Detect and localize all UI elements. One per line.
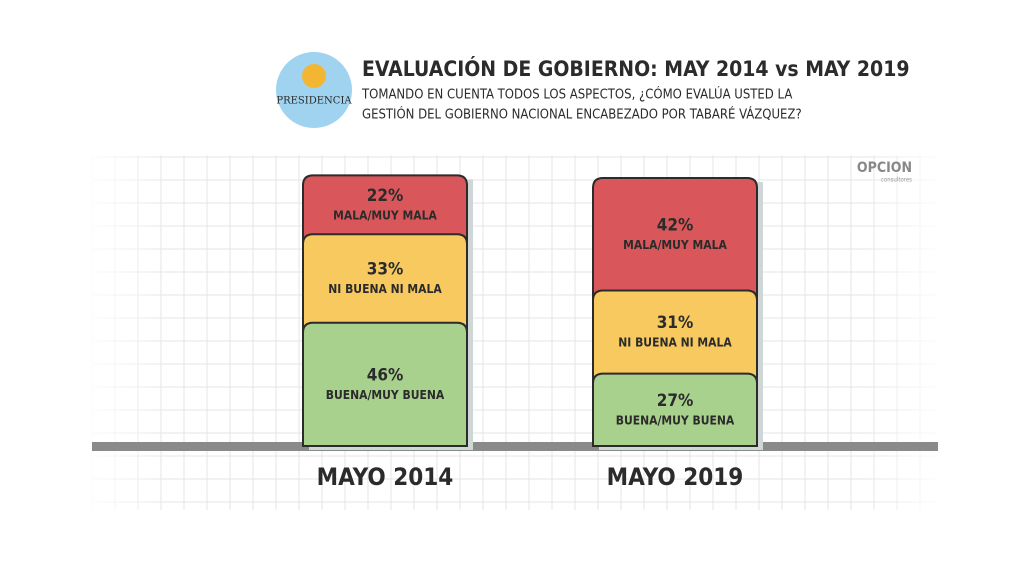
- bar-segment: [302, 174, 468, 246]
- bar-segment: [592, 289, 758, 385]
- bar-segment: [302, 321, 468, 447]
- subtitle-line: TOMANDO EN CUENTA TODOS LOS ASPECTOS, ¿C…: [361, 87, 792, 103]
- bar-segment: [302, 233, 468, 334]
- segment-label: BUENA/MUY BUENA: [616, 413, 735, 427]
- bar-segment: [592, 372, 758, 447]
- value-label: 27%: [657, 391, 694, 411]
- baseline: [92, 442, 938, 451]
- logo-circle: [276, 52, 352, 128]
- x-tick-label: MAYO 2019: [607, 463, 744, 491]
- segment-label: BUENA/MUY BUENA: [326, 388, 445, 402]
- logo-right: OPCION: [857, 160, 912, 176]
- x-tick-label: MAYO 2014: [317, 463, 454, 491]
- grid-fade: [80, 150, 950, 520]
- segment-label: NI BUENA NI MALA: [618, 336, 732, 350]
- logo-left: PRESIDENCIA: [276, 96, 352, 107]
- segment-label: NI BUENA NI MALA: [328, 282, 442, 296]
- logo-sun: [302, 64, 326, 88]
- value-label: 31%: [657, 313, 694, 333]
- value-label: 33%: [367, 260, 404, 280]
- subtitle-line: GESTIÓN DEL GOBIERNO NACIONAL ENCABEZADO…: [362, 107, 802, 123]
- value-label: 46%: [367, 365, 404, 385]
- logo-right-sub: consultores: [881, 177, 912, 184]
- segment-label: MALA/MUY MALA: [623, 238, 727, 252]
- value-label: 22%: [367, 186, 404, 206]
- bar-segment: [592, 177, 758, 302]
- chart-title: EVALUACIÓN DE GOBIERNO: MAY 2014 vs MAY …: [362, 56, 910, 81]
- segment-label: MALA/MUY MALA: [333, 208, 437, 222]
- value-label: 42%: [657, 215, 694, 235]
